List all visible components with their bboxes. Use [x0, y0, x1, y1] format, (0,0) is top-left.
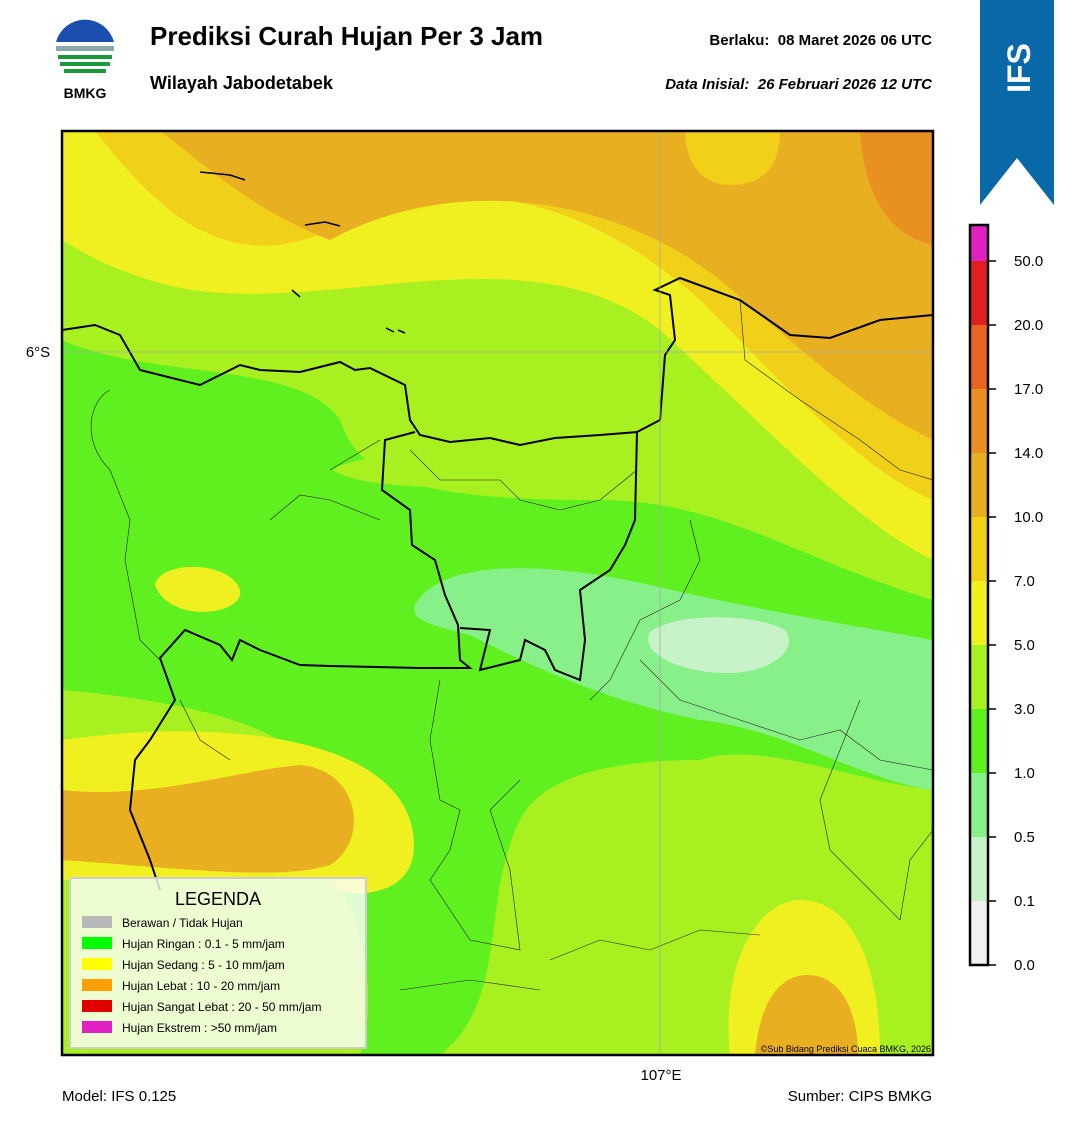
colorbar-tick-label: 20.0	[1014, 317, 1043, 334]
colorbar-tick-label: 17.0	[1014, 381, 1043, 398]
legend-swatch	[82, 1021, 112, 1033]
badge-text: IFS	[1001, 43, 1037, 93]
legend-label: Hujan Sangat Lebat : 20 - 50 mm/jam	[122, 1000, 321, 1014]
logo: BMKG	[56, 19, 114, 101]
colorbar-segment	[970, 837, 988, 901]
colorbar: 0.0 0.1 0.5 1.0 3.0 5.0 7.0 10.0 14.0 17.0 20.0 50.…	[968, 223, 1043, 974]
colorbar-tick-label: 0.0	[1014, 957, 1035, 974]
colorbar-tick-label: 7.0	[1014, 573, 1035, 590]
logo-text: BMKG	[64, 85, 107, 101]
colorbar-tick-label: 50.0	[1014, 253, 1043, 270]
legend-label: Hujan Ringan : 0.1 - 5 mm/jam	[122, 937, 285, 951]
legend-swatch	[82, 937, 112, 949]
model-badge: IFS	[980, 0, 1054, 205]
colorbar-tick-label: 0.5	[1014, 829, 1035, 846]
title: Prediksi Curah Hujan Per 3 Jam	[150, 21, 543, 51]
legend-swatch	[82, 958, 112, 970]
colorbar-tick-label: 14.0	[1014, 445, 1043, 462]
colorbar-segment	[970, 901, 988, 965]
colorbar-tick-label: 1.0	[1014, 765, 1035, 782]
colorbar-tick-label: 0.1	[1014, 893, 1035, 910]
valid-time: Berlaku: 08 Maret 2026 06 UTC	[709, 32, 932, 49]
legend-swatch	[82, 979, 112, 991]
colorbar-segment	[970, 325, 988, 389]
legend-label: Hujan Sedang : 5 - 10 mm/jam	[122, 958, 285, 972]
colorbar-segment	[970, 773, 988, 837]
colorbar-tick-label: 10.0	[1014, 509, 1043, 526]
colorbar-tick-label: 3.0	[1014, 701, 1035, 718]
colorbar-segment	[970, 709, 988, 773]
legend-swatch	[82, 1000, 112, 1012]
map-frame	[60, 129, 935, 1057]
init-time: Data Inisial: 26 Februari 2026 12 UTC	[665, 76, 933, 93]
legend: LEGENDA Berawan / Tidak Hujan Hujan Ringa…	[69, 877, 367, 1049]
credit: ©Sub Bidang Prediksi Cuaca BMKG, 2026	[761, 1044, 931, 1054]
source-label: Sumber: CIPS BMKG	[788, 1088, 932, 1105]
colorbar-segment	[970, 645, 988, 709]
lat-label: 6°S	[26, 344, 50, 361]
colorbar-tick-label: 5.0	[1014, 637, 1035, 654]
colorbar-segment	[970, 261, 988, 325]
colorbar-segment	[970, 453, 988, 517]
colorbar-segment	[970, 581, 988, 645]
legend-label: Hujan Lebat : 10 - 20 mm/jam	[122, 979, 280, 993]
model-label: Model: IFS 0.125	[62, 1088, 176, 1105]
legend-title: LEGENDA	[175, 889, 261, 909]
lon-label: 107°E	[640, 1067, 681, 1084]
colorbar-frame	[968, 223, 990, 967]
colorbar-segment	[970, 389, 988, 453]
legend-swatch	[82, 916, 112, 928]
subtitle: Wilayah Jabodetabek	[150, 73, 334, 93]
legend-label: Berawan / Tidak Hujan	[122, 916, 243, 930]
legend-label: Hujan Ekstrem : >50 mm/jam	[122, 1021, 277, 1035]
colorbar-segment	[970, 225, 988, 261]
colorbar-segment	[970, 517, 988, 581]
